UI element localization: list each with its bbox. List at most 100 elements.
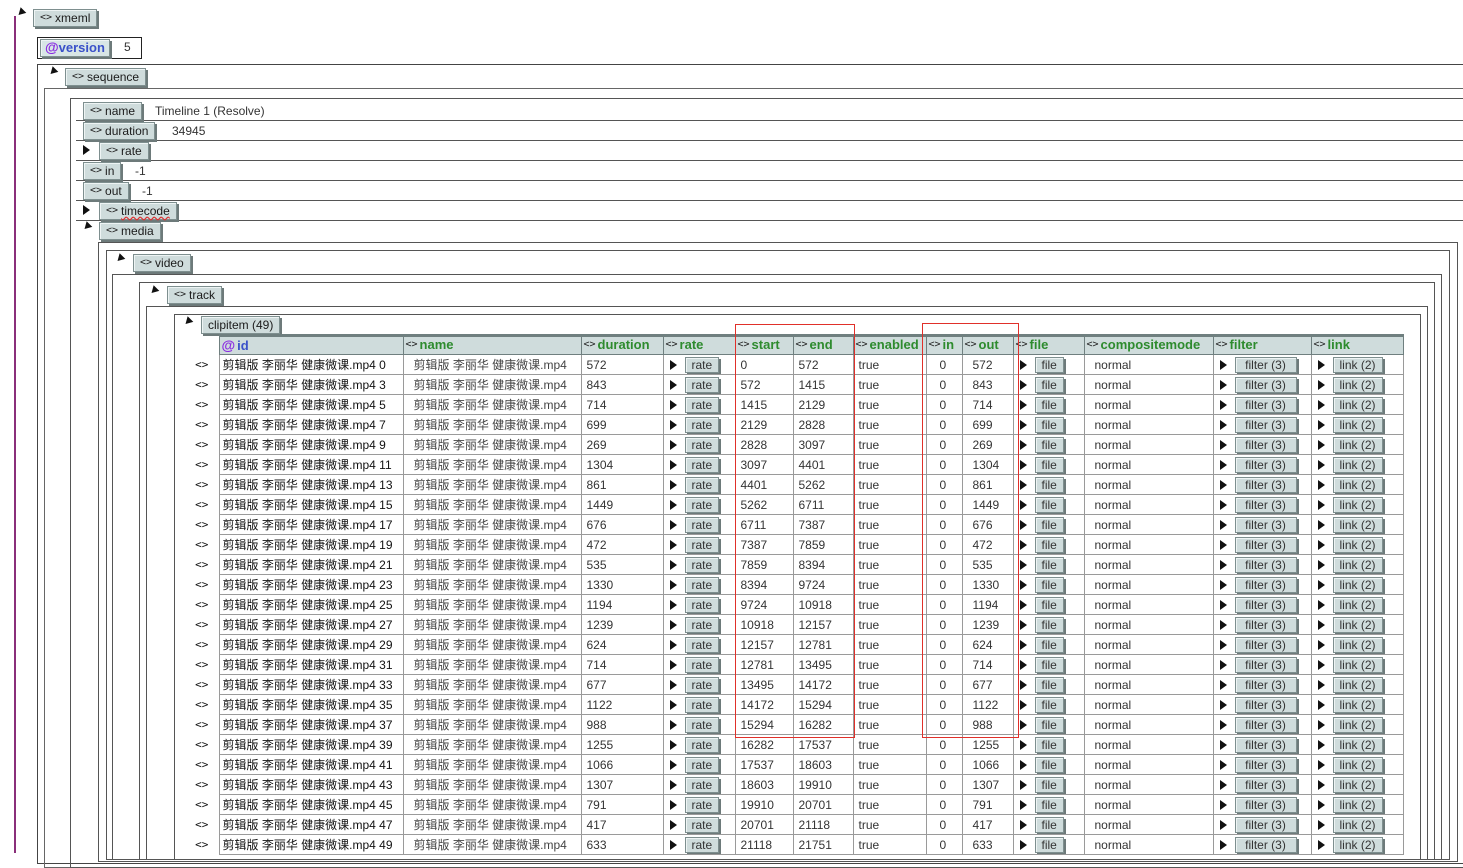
expand-rate-icon[interactable] [669,439,677,450]
expand-filter-icon[interactable] [1219,579,1227,590]
xmeml-tag[interactable]: <> xmeml [33,9,98,27]
expand-filter-icon[interactable] [1219,639,1227,650]
filter-button[interactable]: filter (3) [1234,416,1297,433]
filter-button[interactable]: filter (3) [1234,736,1297,753]
file-button[interactable]: file [1034,616,1064,633]
expand-rate-icon[interactable] [669,619,677,630]
expand-filter-icon[interactable] [1219,559,1227,570]
expand-link-icon[interactable] [1317,499,1325,510]
column-header-compositemode[interactable]: <> compositemode [1083,334,1214,355]
filter-button[interactable]: filter (3) [1234,616,1297,633]
row-expand-icon[interactable]: <> [185,694,219,715]
expand-rate-icon[interactable] [669,579,677,590]
expand-filter-icon[interactable] [1219,779,1227,790]
rate-button[interactable]: rate [684,456,720,473]
file-button[interactable]: file [1034,836,1064,853]
column-header-enabled[interactable]: <> enabled [852,334,927,355]
filter-button[interactable]: filter (3) [1234,536,1297,553]
expand-filter-icon[interactable] [1219,719,1227,730]
file-button[interactable]: file [1034,396,1064,413]
expand-rate-icon[interactable] [83,145,90,155]
expand-file-icon[interactable] [1019,739,1027,750]
link-button[interactable]: link (2) [1332,816,1383,833]
expand-file-icon[interactable] [1019,639,1027,650]
row-expand-icon[interactable]: <> [185,794,219,815]
expand-file-icon[interactable] [1019,499,1027,510]
row-expand-icon[interactable]: <> [185,354,219,375]
expand-file-icon[interactable] [1019,379,1027,390]
row-expand-icon[interactable]: <> [185,614,219,635]
rate-button[interactable]: rate [684,636,720,653]
file-button[interactable]: file [1034,556,1064,573]
file-button[interactable]: file [1034,676,1064,693]
expand-link-icon[interactable] [1317,819,1325,830]
expand-rate-icon[interactable] [669,559,677,570]
filter-button[interactable]: filter (3) [1234,436,1297,453]
file-button[interactable]: file [1034,536,1064,553]
rate-button[interactable]: rate [684,576,720,593]
expand-rate-icon[interactable] [669,719,677,730]
filter-button[interactable]: filter (3) [1234,396,1297,413]
row-expand-icon[interactable]: <> [185,774,219,795]
expand-filter-icon[interactable] [1219,619,1227,630]
expand-rate-icon[interactable] [669,379,677,390]
expand-file-icon[interactable] [1019,579,1027,590]
filter-button[interactable]: filter (3) [1234,496,1297,513]
expand-file-icon[interactable] [1019,519,1027,530]
rate-button[interactable]: rate [684,416,720,433]
filter-button[interactable]: filter (3) [1234,656,1297,673]
rate-button[interactable]: rate [684,716,720,733]
link-button[interactable]: link (2) [1332,836,1383,853]
expand-link-icon[interactable] [1317,839,1325,850]
row-expand-icon[interactable]: <> [185,434,219,455]
rate-button[interactable]: rate [684,756,720,773]
expand-link-icon[interactable] [1317,399,1325,410]
expand-link-icon[interactable] [1317,359,1325,370]
expand-timecode-icon[interactable] [83,205,90,215]
column-header-duration[interactable]: <> duration [580,334,664,355]
expand-link-icon[interactable] [1317,599,1325,610]
expand-rate-icon[interactable] [669,779,677,790]
link-button[interactable]: link (2) [1332,516,1383,533]
filter-button[interactable]: filter (3) [1234,516,1297,533]
expand-filter-icon[interactable] [1219,419,1227,430]
row-expand-icon[interactable]: <> [185,834,219,855]
column-header-filter[interactable]: <> filter [1212,334,1312,355]
filter-button[interactable]: filter (3) [1234,756,1297,773]
file-button[interactable]: file [1034,596,1064,613]
expand-rate-icon[interactable] [669,519,677,530]
rate-button[interactable]: rate [684,796,720,813]
link-button[interactable]: link (2) [1332,696,1383,713]
expand-rate-icon[interactable] [669,799,677,810]
rate-button[interactable]: rate [684,476,720,493]
filter-button[interactable]: filter (3) [1234,576,1297,593]
link-button[interactable]: link (2) [1332,496,1383,513]
link-button[interactable]: link (2) [1332,596,1383,613]
filter-button[interactable]: filter (3) [1234,716,1297,733]
row-expand-icon[interactable]: <> [185,814,219,835]
file-button[interactable]: file [1034,696,1064,713]
link-button[interactable]: link (2) [1332,736,1383,753]
file-button[interactable]: file [1034,456,1064,473]
rate-button[interactable]: rate [684,836,720,853]
link-button[interactable]: link (2) [1332,676,1383,693]
filter-button[interactable]: filter (3) [1234,556,1297,573]
expand-rate-icon[interactable] [669,819,677,830]
expand-link-icon[interactable] [1317,459,1325,470]
expand-rate-icon[interactable] [669,479,677,490]
expand-rate-icon[interactable] [669,599,677,610]
file-button[interactable]: file [1034,356,1064,373]
expand-link-icon[interactable] [1317,699,1325,710]
link-button[interactable]: link (2) [1332,656,1383,673]
expand-rate-icon[interactable] [669,659,677,670]
link-button[interactable]: link (2) [1332,436,1383,453]
link-button[interactable]: link (2) [1332,756,1383,773]
filter-button[interactable]: filter (3) [1234,376,1297,393]
row-expand-icon[interactable]: <> [185,634,219,655]
row-expand-icon[interactable]: <> [185,574,219,595]
link-button[interactable]: link (2) [1332,776,1383,793]
expand-file-icon[interactable] [1019,779,1027,790]
expand-filter-icon[interactable] [1219,519,1227,530]
filter-button[interactable]: filter (3) [1234,816,1297,833]
in-tag[interactable]: <> in [83,162,122,180]
